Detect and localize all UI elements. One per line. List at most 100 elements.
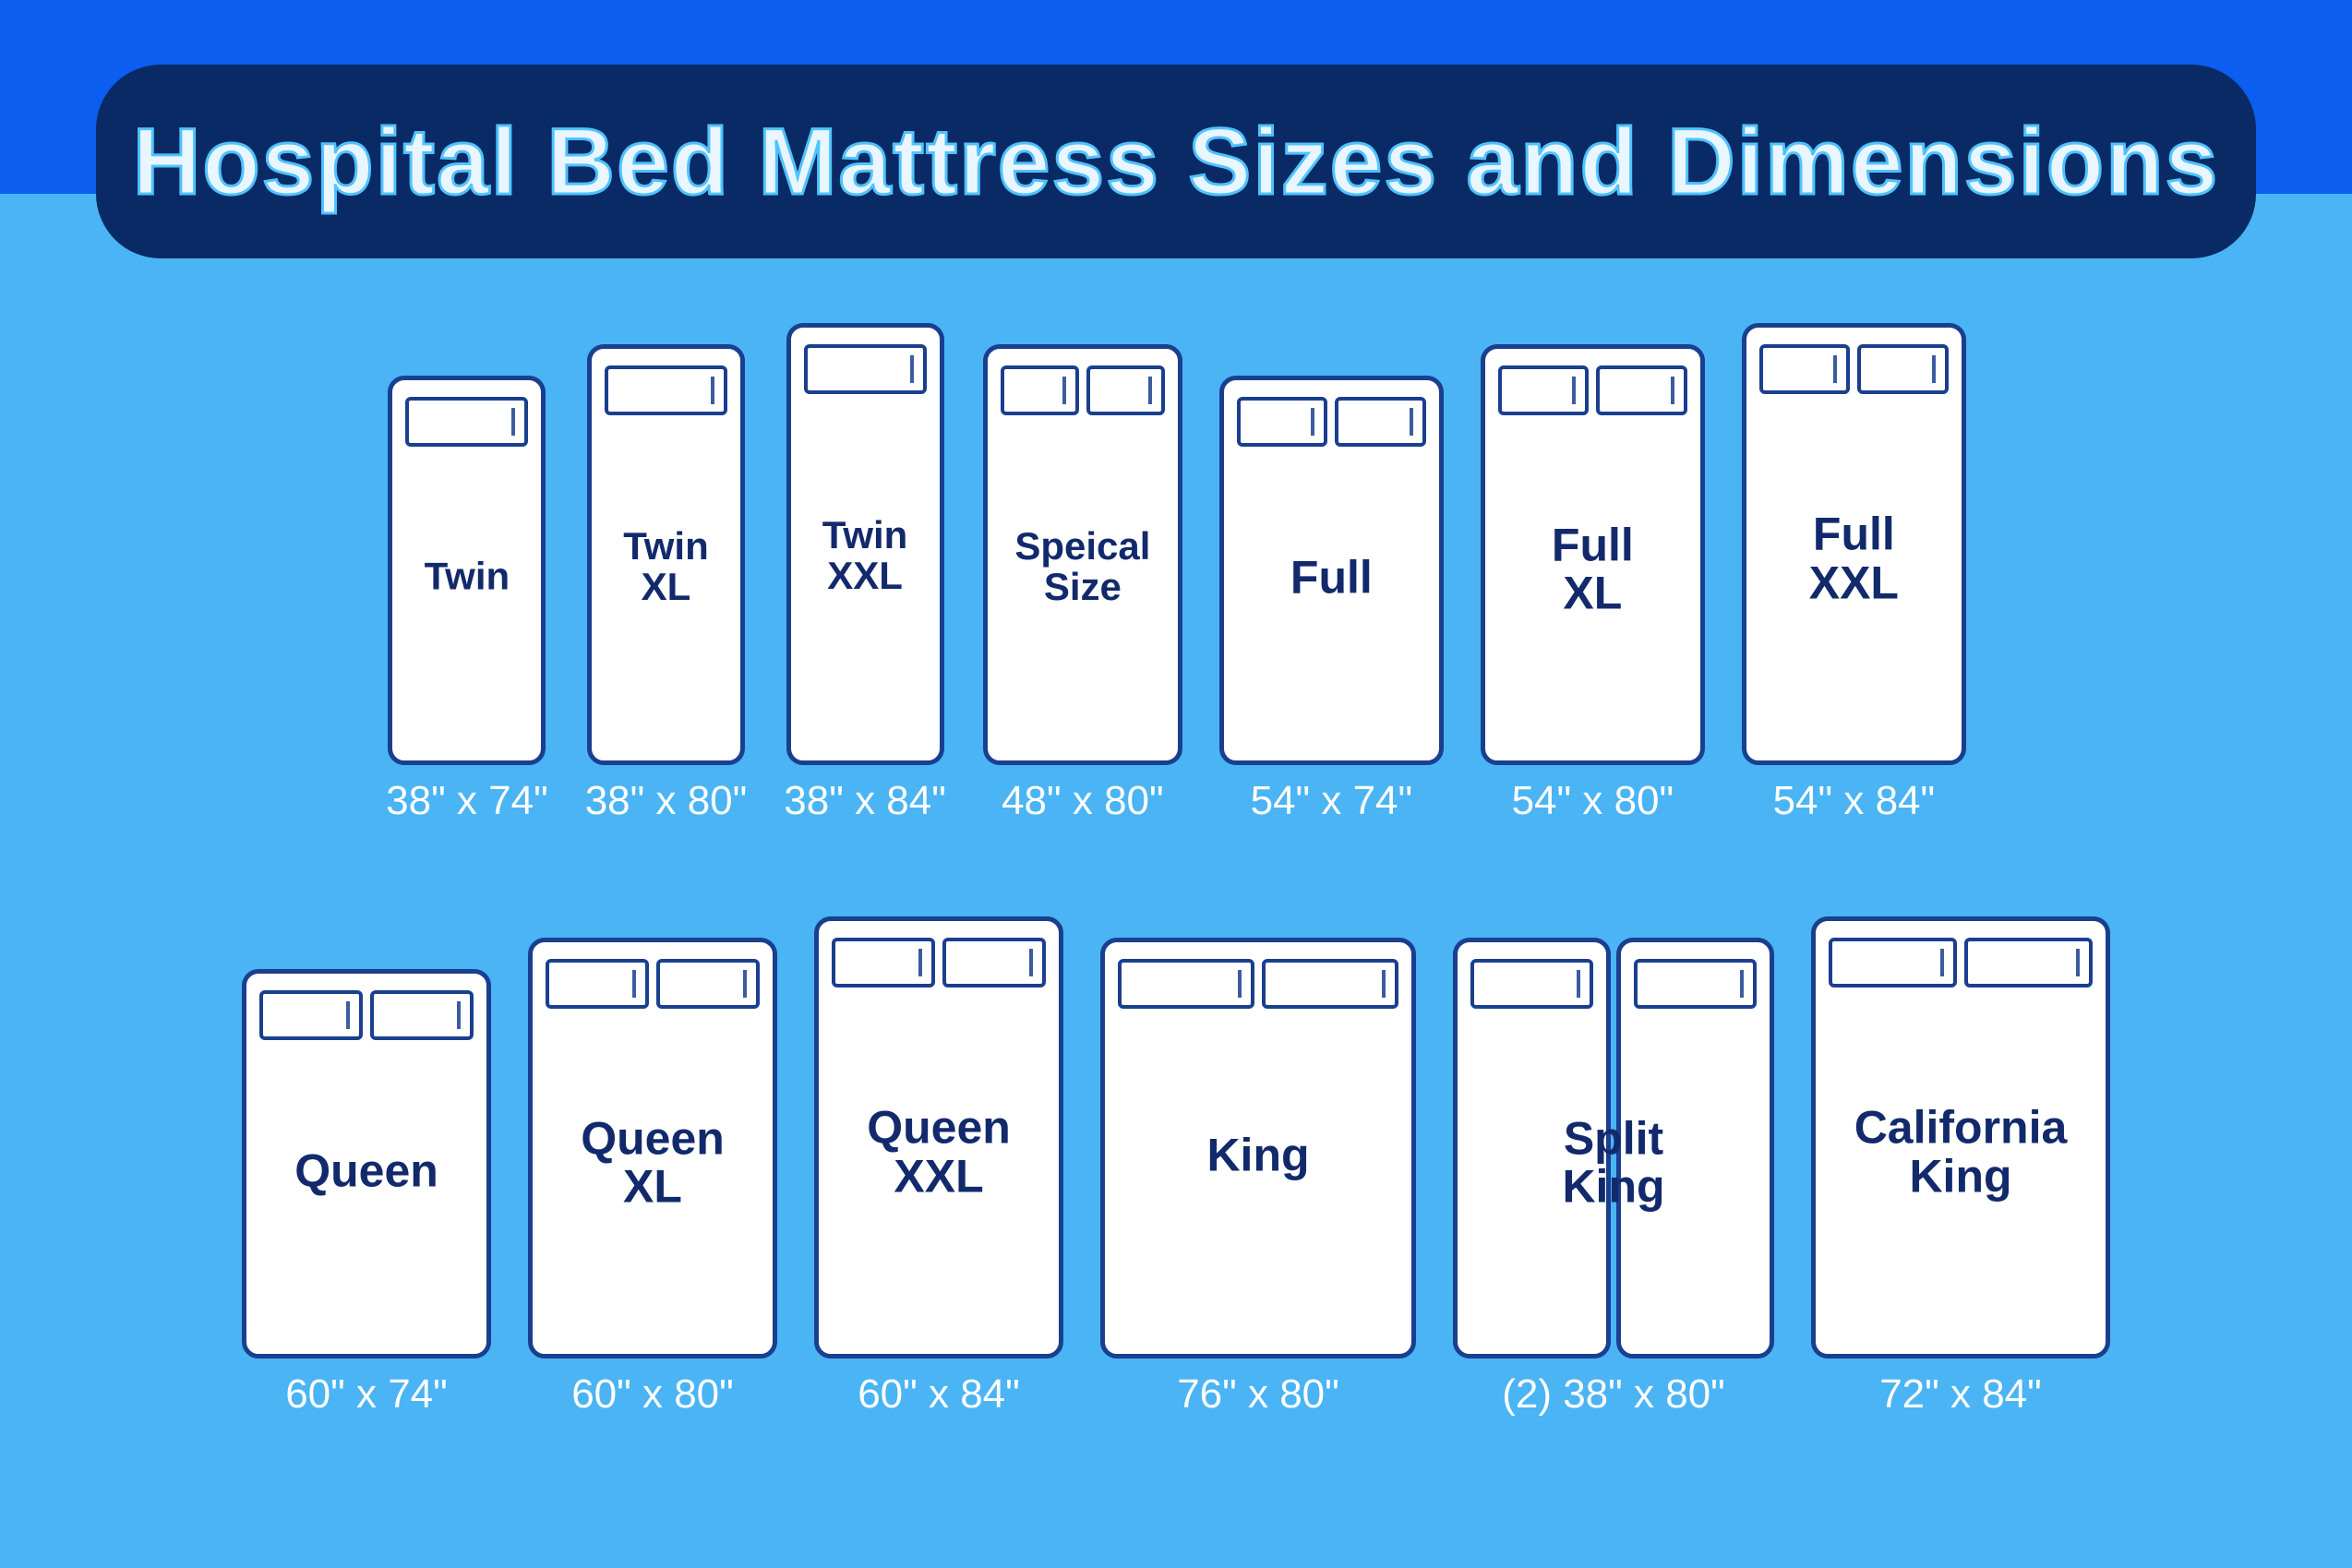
pillow-row xyxy=(392,397,541,447)
bed-row: Twin 38" x 74" TwinXL 38" x 80" TwinXXL 38" x… xyxy=(0,323,2352,824)
mattress-name-label: TwinXL xyxy=(595,526,737,607)
pillow-icon xyxy=(1964,938,2093,987)
pillow-icon xyxy=(1596,365,1687,415)
pillow-row xyxy=(1105,959,1411,1009)
bed-graphic: CaliforniaKing xyxy=(1811,916,2110,1359)
pillow-row xyxy=(1458,959,1606,1009)
bed-graphic: Queen xyxy=(242,969,491,1359)
dimension-label: 60" x 80" xyxy=(571,1371,734,1418)
mattress-name-label: FullXL xyxy=(1491,521,1695,617)
mattress-name-label: King xyxy=(1112,1131,1403,1179)
pillow-icon xyxy=(1857,344,1949,394)
mattress-name-label: Full xyxy=(1230,554,1434,603)
pillow-row xyxy=(1816,938,2106,987)
pillow-icon xyxy=(1829,938,1957,987)
mattress-name-label: Twin xyxy=(396,556,537,596)
mattress-name-label: QueenXXL xyxy=(825,1103,1053,1200)
pillow-icon xyxy=(1634,959,1757,1009)
pillow-row xyxy=(791,344,940,394)
title-pill: Hospital Bed Mattress Sizes and Dimensio… xyxy=(96,65,2256,258)
mattress-name-label: FullXXL xyxy=(1752,510,1956,607)
bed-graphic: FullXL xyxy=(1481,344,1705,765)
pillow-row xyxy=(1746,344,1962,394)
pillow-icon xyxy=(1118,959,1254,1009)
split-mattress-pair: SplitKing xyxy=(1453,938,1774,1359)
bed-graphic: Full xyxy=(1219,376,1444,765)
pillow-row xyxy=(533,959,773,1009)
mattress-name-label: SpeicalSize xyxy=(992,526,1173,607)
pillow-icon xyxy=(656,959,760,1009)
bed-cell: TwinXXL 38" x 84" xyxy=(784,323,946,824)
mattress-name-label: TwinXXL xyxy=(795,516,936,597)
bed-rows-container: Twin 38" x 74" TwinXL 38" x 80" TwinXXL 38" x… xyxy=(0,323,2352,1418)
pillow-icon xyxy=(832,938,935,987)
mattress-card: Twin xyxy=(388,376,546,765)
bed-graphic: Twin xyxy=(388,376,546,765)
mattress-name-label: CaliforniaKing xyxy=(1823,1103,2098,1200)
pillow-row xyxy=(592,365,740,415)
mattress-card: CaliforniaKing xyxy=(1811,916,2110,1359)
pillow-row xyxy=(1621,959,1770,1009)
pillow-row xyxy=(988,365,1178,415)
mattress-card: FullXL xyxy=(1481,344,1705,765)
pillow-icon xyxy=(1498,365,1590,415)
dimension-label: 54" x 84" xyxy=(1773,778,1936,824)
bed-graphic: QueenXL xyxy=(528,938,777,1359)
dimension-label: 76" x 80" xyxy=(1177,1371,1339,1418)
dimension-label: 38" x 84" xyxy=(784,778,946,824)
bed-cell: QueenXXL60" x 84" xyxy=(814,916,1063,1418)
bed-graphic: FullXXL xyxy=(1742,323,1966,765)
mattress-card: QueenXL xyxy=(528,938,777,1359)
bed-graphic: QueenXXL xyxy=(814,916,1063,1359)
pillow-icon xyxy=(1237,397,1328,447)
dimension-label: 38" x 80" xyxy=(585,778,748,824)
dimension-label: 60" x 74" xyxy=(285,1371,448,1418)
pillow-icon xyxy=(1470,959,1593,1009)
mattress-card: SpeicalSize xyxy=(983,344,1182,765)
mattress-card: QueenXXL xyxy=(814,916,1063,1359)
dimension-label: (2) 38" x 80" xyxy=(1502,1371,1725,1418)
pillow-icon xyxy=(1001,365,1079,415)
bed-graphic: TwinXL xyxy=(587,344,745,765)
dimension-label: 72" x 84" xyxy=(1879,1371,2042,1418)
dimension-label: 38" x 74" xyxy=(386,778,548,824)
mattress-card: Queen xyxy=(242,969,491,1359)
bed-graphic: King xyxy=(1100,938,1416,1359)
bed-graphic: SpeicalSize xyxy=(983,344,1182,765)
pillow-icon xyxy=(259,990,363,1040)
pillow-icon xyxy=(546,959,649,1009)
bed-cell: FullXXL 54" x 84" xyxy=(1742,323,1966,824)
mattress-name-label: QueenXL xyxy=(539,1114,767,1211)
mattress-name-label: SplitKing xyxy=(1453,1114,1774,1211)
pillow-icon xyxy=(405,397,528,447)
bed-cell: Full 54" x 74" xyxy=(1219,376,1444,824)
dimension-label: 54" x 80" xyxy=(1512,778,1674,824)
dimension-label: 54" x 74" xyxy=(1251,778,1413,824)
mattress-name-label: Queen xyxy=(253,1146,481,1195)
bed-cell: FullXL 54" x 80" xyxy=(1481,344,1705,824)
pillow-icon xyxy=(804,344,927,394)
bed-cell: TwinXL 38" x 80" xyxy=(585,344,748,824)
pillow-icon xyxy=(1086,365,1165,415)
mattress-card: TwinXXL xyxy=(786,323,944,765)
bed-cell: Twin 38" x 74" xyxy=(386,376,548,824)
bed-row: Queen 60" x 74" QueenXL 60" x 80" QueenXXL60… xyxy=(0,916,2352,1418)
pillow-icon xyxy=(370,990,474,1040)
bed-cell: CaliforniaKing 72" x 84" xyxy=(1811,916,2110,1418)
mattress-card: TwinXL xyxy=(587,344,745,765)
pillow-icon xyxy=(942,938,1046,987)
pillow-row xyxy=(819,938,1059,987)
bed-cell: SplitKing (2) 38" x 80" xyxy=(1453,938,1774,1418)
bed-cell: SpeicalSize 48" x 80" xyxy=(983,344,1182,824)
bed-graphic: SplitKing xyxy=(1453,938,1774,1359)
pillow-row xyxy=(1224,397,1439,447)
mattress-card: Full xyxy=(1219,376,1444,765)
mattress-card: King xyxy=(1100,938,1416,1359)
bed-cell: QueenXL 60" x 80" xyxy=(528,938,777,1418)
pillow-row xyxy=(1485,365,1700,415)
pillow-icon xyxy=(1759,344,1851,394)
dimension-label: 48" x 80" xyxy=(1002,778,1164,824)
bed-cell: Queen 60" x 74" xyxy=(242,969,491,1418)
bed-cell: King 76" x 80" xyxy=(1100,938,1416,1418)
pillow-row xyxy=(246,990,486,1040)
